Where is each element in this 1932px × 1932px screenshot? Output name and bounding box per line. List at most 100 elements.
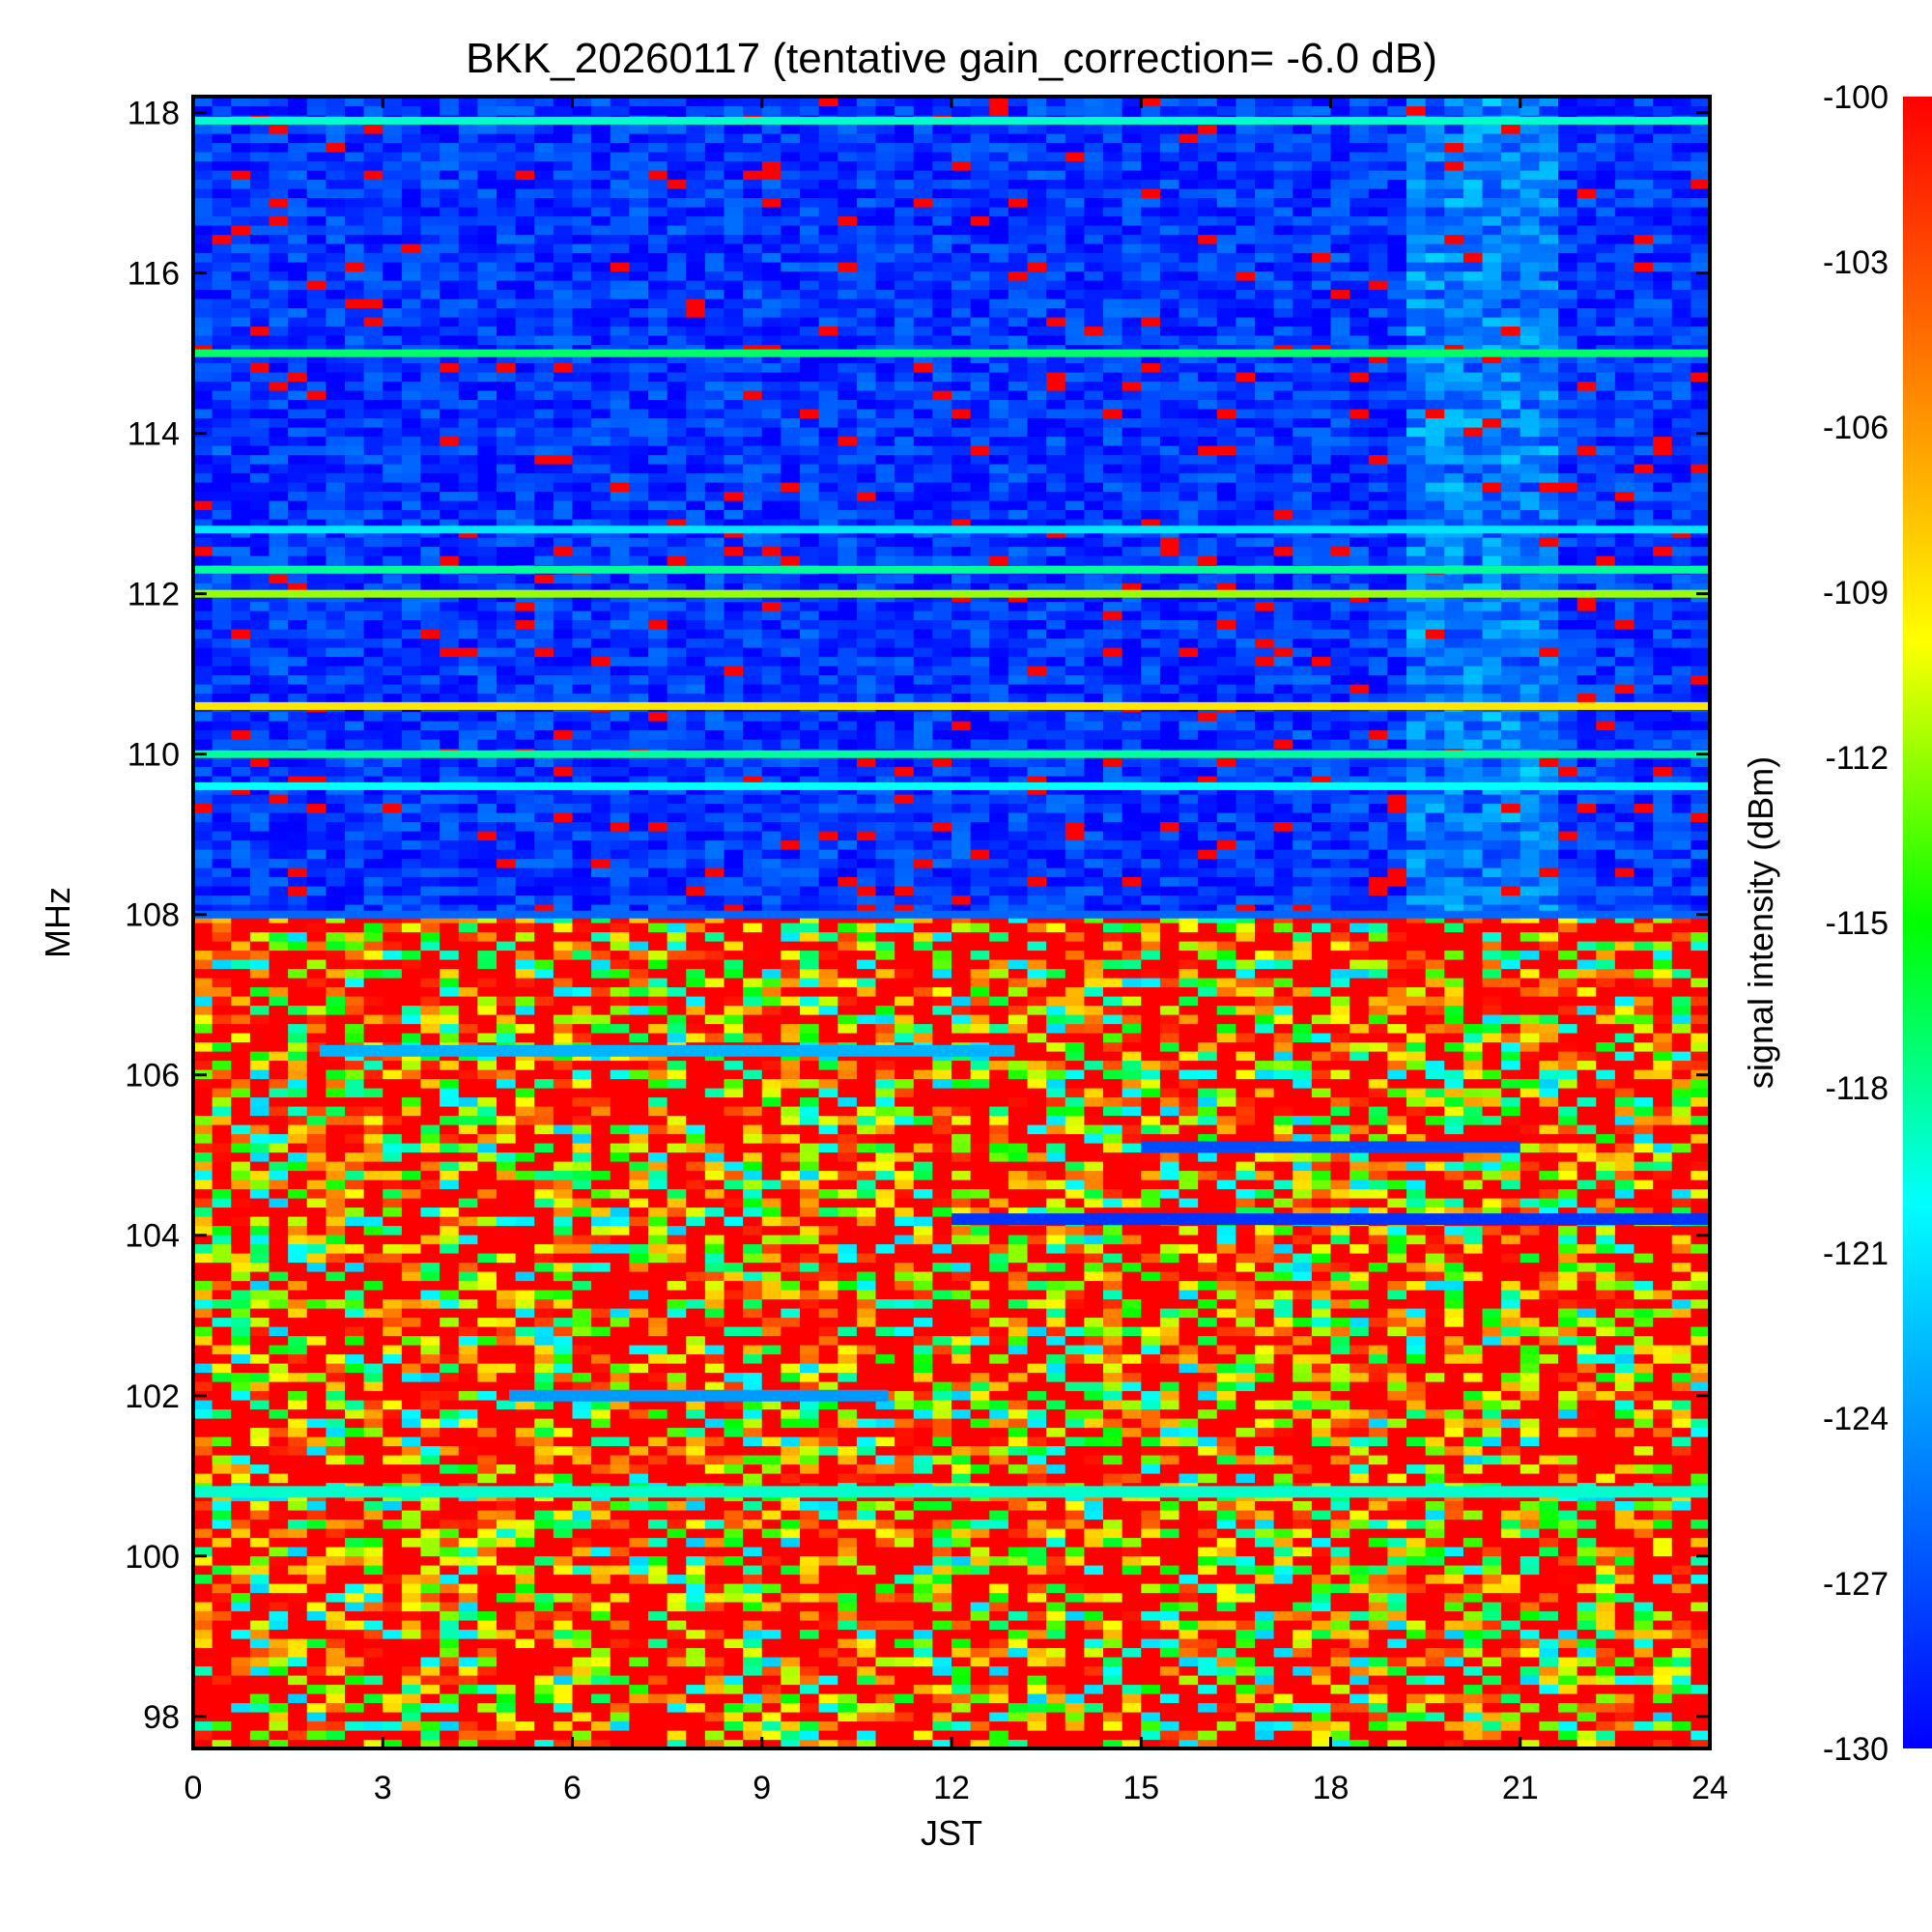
heatmap-cell [420,1445,440,1456]
heatmap-cell [895,1418,915,1429]
heatmap-cell [818,1436,838,1447]
heatmap-cell [1273,1739,1293,1748]
heatmap-cell [326,1198,346,1208]
heatmap-cell [1444,1198,1464,1208]
heatmap-cell [1179,1345,1199,1355]
heatmap-cell [1444,1528,1464,1539]
heatmap-cell [1330,1198,1350,1208]
heatmap-cell [1558,1592,1578,1603]
heatmap-cell [1520,1188,1540,1199]
heatmap-cell [800,1610,820,1621]
heatmap-cell [818,1565,838,1576]
heatmap-cell [345,1381,365,1392]
heatmap-cell [818,1739,838,1748]
heatmap-cell [800,1693,820,1704]
heatmap-cell [1596,1638,1616,1649]
heatmap-cell [515,1290,535,1300]
heatmap-cell [743,1638,763,1649]
heatmap-cell [1046,1463,1066,1474]
heatmap-cell [1539,1253,1559,1264]
heatmap-cell [1425,1528,1445,1539]
heatmap-cell [1330,1298,1350,1309]
heatmap-cell [1690,1519,1710,1529]
heatmap-cell [1387,1610,1407,1621]
heatmap-cell [1596,1647,1616,1658]
heatmap-cell [269,1555,289,1566]
heatmap-cell [1159,1583,1180,1594]
heatmap-cell [212,1418,232,1429]
heatmap-cell [1179,1253,1199,1264]
heatmap-cell [420,1353,440,1364]
heatmap-cell [1103,1418,1123,1429]
heatmap-cell [288,1445,308,1456]
heatmap-cell [363,1262,384,1272]
heatmap-cell [1596,1592,1616,1603]
heatmap-cell [1368,1500,1388,1511]
heatmap-cell [895,1455,915,1465]
heatmap-cell [1065,1271,1085,1282]
heatmap-cell [1614,1253,1635,1264]
heatmap-cell [572,1253,592,1264]
heatmap-cell [1159,1712,1180,1722]
heatmap-cell [1558,1262,1578,1272]
heatmap-cell [667,1702,687,1713]
heatmap-cell [686,1436,706,1447]
heatmap-cell [212,1730,232,1741]
heatmap-cell [591,1473,611,1484]
heatmap-cell [761,1235,781,1245]
heatmap-cell [383,1280,403,1291]
heatmap-cell [1122,1528,1142,1539]
heatmap-cell [1444,1647,1464,1658]
heatmap-cell [781,1262,801,1272]
heatmap-cell [553,1445,574,1456]
heatmap-cell [553,1335,574,1346]
heatmap-cell [1520,1620,1540,1631]
heatmap-cell [1614,1684,1635,1694]
heatmap-cell [1690,1693,1710,1704]
heatmap-cell [724,1638,744,1649]
heatmap-cell [667,1665,687,1676]
heatmap-cell [743,1408,763,1419]
heatmap-cell [1520,1390,1540,1401]
heatmap-cell [420,1427,440,1437]
heatmap-cell [193,1555,213,1566]
heatmap-cell [1330,1335,1350,1346]
heatmap-cell [458,1565,478,1576]
heatmap-cell [193,1739,213,1748]
heatmap-cell [1690,1235,1710,1245]
heatmap-cell [477,1198,497,1208]
heatmap-cell [913,1335,933,1346]
heatmap-cell [629,1418,649,1429]
heatmap-cell [269,1298,289,1309]
heatmap-cell [477,1592,497,1603]
heatmap-cell [1653,1537,1673,1548]
heatmap-cell [1387,1280,1407,1291]
heatmap-cell [572,1528,592,1539]
heatmap-cell [249,1720,270,1731]
heatmap-cell [856,1693,877,1704]
heatmap-cell [913,1620,933,1631]
heatmap-cell [838,1602,858,1612]
heatmap-cell [686,1418,706,1429]
heatmap-cell [477,1298,497,1309]
heatmap-cell [553,1418,574,1429]
heatmap-cell [686,1326,706,1337]
heatmap-cell [1311,1326,1332,1337]
chart-title: BKK_20260117 (tentative gain_correction=… [466,35,1437,82]
heatmap-cell [306,1693,327,1704]
heatmap-cell [1463,1720,1484,1731]
heatmap-cell [1425,1290,1445,1300]
heatmap-cell [724,1335,744,1346]
heatmap-cell [1255,1629,1275,1639]
heatmap-cell [952,1473,972,1484]
heatmap-cell [231,1326,251,1337]
heatmap-cell [1614,1638,1635,1649]
heatmap-cell [1539,1565,1559,1576]
heatmap-cell [704,1730,725,1741]
heatmap-cell [1008,1455,1029,1465]
heatmap-cell [761,1519,781,1529]
heatmap-cell [458,1610,478,1621]
heatmap-cell [913,1500,933,1511]
heatmap-cell [913,1702,933,1713]
heatmap-cell [1444,1473,1464,1484]
